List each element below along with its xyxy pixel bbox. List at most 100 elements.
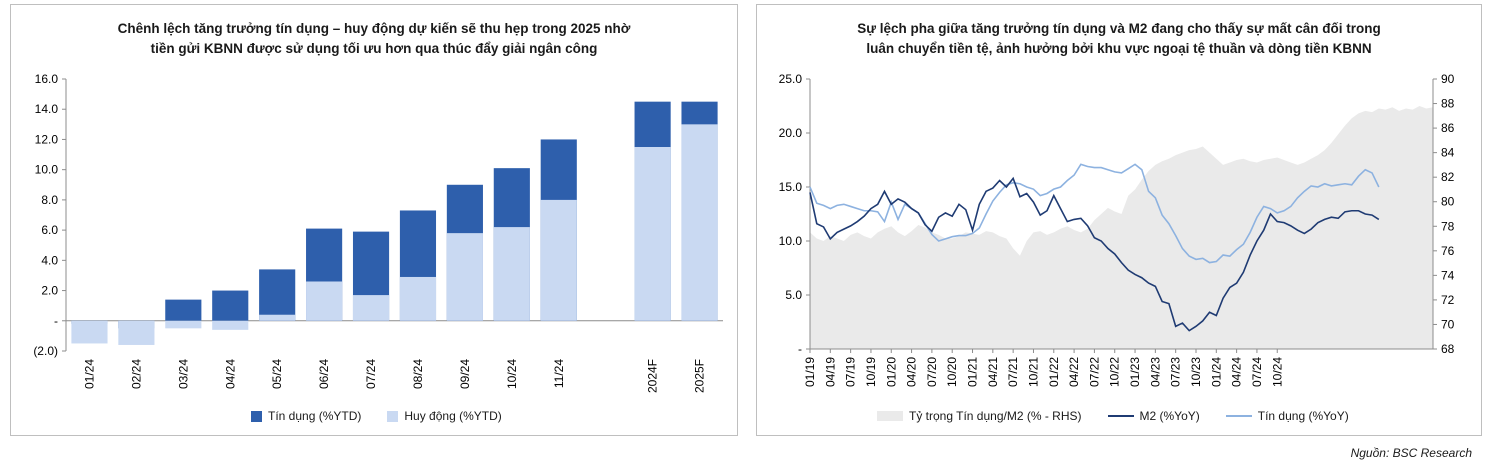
right-chart-right-tick-label: 86 (1441, 121, 1455, 135)
right-chart-x-tick-label: 07/24 (1250, 357, 1264, 387)
left-x-tick-label: 07/24 (364, 359, 378, 389)
bar-deposit-ytd (493, 227, 530, 321)
legend-item-m2: M2 (%YoY) (1107, 409, 1200, 423)
bar-credit-ytd (212, 290, 249, 321)
right-chart-right-tick-label: 78 (1441, 219, 1455, 233)
bar-deposit-ytd (71, 320, 108, 344)
left-x-tick-label: 05/24 (270, 359, 284, 389)
right-chart-panel: Sự lệch pha giữa tăng trưởng tín dụng và… (756, 4, 1482, 436)
legend-label-credit-yoy: Tín dụng (%YoY) (1257, 409, 1349, 423)
right-chart-x-tick-label: 04/23 (1148, 357, 1162, 387)
right-chart-right-tick-label: 88 (1441, 97, 1455, 111)
right-chart-right-tick-label: 70 (1441, 317, 1455, 331)
right-chart-x-tick-label: 01/22 (1047, 357, 1061, 387)
right-chart-title-line-1: Sự lệch pha giữa tăng trưởng tín dụng và… (857, 21, 1381, 36)
right-chart-right-tick-label: 72 (1441, 293, 1455, 307)
legend-item-credit-m2-ratio: Tỷ trọng Tín dụng/M2 (% - RHS) (877, 409, 1082, 423)
right-chart-x-tick-label: 04/24 (1230, 357, 1244, 387)
right-chart-title-line-2: luân chuyển tiền tệ, ảnh hưởng bởi khu v… (866, 41, 1372, 56)
left-x-tick-label: 03/24 (176, 359, 190, 389)
legend-swatch-deposit-ytd (387, 410, 399, 422)
right-chart-x-tick-label: 10/22 (1108, 357, 1122, 387)
legend-label-deposit-ytd: Huy động (%YTD) (404, 409, 502, 423)
left-y-tick-label: 4.0 (41, 253, 58, 267)
bar-deposit-ytd (540, 199, 577, 321)
right-chart-x-tick-label: 01/24 (1209, 357, 1223, 387)
left-x-tick-label: 09/24 (458, 359, 472, 389)
right-chart-left-tick-label: 15.0 (779, 180, 803, 194)
left-y-tick-label: 6.0 (41, 223, 58, 237)
legend-line-m2 (1107, 415, 1134, 417)
bar-credit-ytd (259, 269, 296, 321)
right-chart-x-tick-label: 04/21 (986, 357, 1000, 387)
left-x-tick-label: 04/24 (223, 359, 237, 389)
legend-item-credit-ytd: Tín dụng (%YTD) (251, 409, 361, 423)
source-note: Nguồn: BSC Research (1350, 446, 1472, 460)
bar-deposit-ytd (165, 320, 202, 329)
legend-swatch-credit-ytd (251, 410, 262, 422)
left-y-tick-label: - (54, 314, 58, 328)
bar-deposit-ytd (634, 147, 671, 321)
left-x-tick-label: 10/24 (505, 359, 519, 389)
right-chart-x-tick-label: 10/23 (1189, 357, 1203, 387)
right-chart-x-tick-label: 10/19 (864, 357, 878, 387)
legend-label-credit-m2-ratio: Tỷ trọng Tín dụng/M2 (% - RHS) (909, 409, 1082, 423)
left-chart-legend: Tín dụng (%YTD) Huy động (%YTD) (251, 409, 528, 423)
right-chart-x-tick-label: 01/23 (1128, 357, 1142, 387)
right-chart-x-tick-label: 10/21 (1026, 357, 1040, 387)
left-x-tick-label: 08/24 (411, 359, 425, 389)
right-chart-x-tick-label: 07/23 (1169, 357, 1183, 387)
left-chart-title-line-2: tiền gửi KBNN được sử dụng tối ưu hơn qu… (150, 41, 598, 56)
left-x-tick-label: 01/24 (82, 359, 96, 389)
line-m2-yoy (809, 176, 1380, 332)
legend-label-credit-ytd: Tín dụng (%YTD) (268, 409, 362, 423)
right-chart-left-tick-label: 5.0 (785, 288, 802, 302)
right-chart-right-tick-label: 68 (1441, 342, 1455, 356)
left-x-tick-label: 11/24 (552, 359, 566, 388)
left-chart-panel: Chênh lệch tăng trưởng tín dụng – huy độ… (10, 4, 738, 436)
right-chart-right-tick-label: 84 (1441, 146, 1455, 160)
left-y-tick-label: 14.0 (35, 102, 59, 116)
bar-deposit-ytd (118, 320, 155, 345)
left-chart-title-line-1: Chênh lệch tăng trưởng tín dụng – huy độ… (117, 21, 631, 36)
right-chart-left-tick-label: 20.0 (779, 126, 803, 140)
right-chart-right-tick-label: 76 (1441, 244, 1455, 258)
right-chart-title: Sự lệch pha giữa tăng trưởng tín dụng và… (757, 19, 1481, 59)
right-chart-left-tick-label: 10.0 (779, 234, 803, 248)
bar-deposit-ytd (212, 320, 249, 330)
legend-item-credit-yoy: Tín dụng (%YoY) (1225, 409, 1349, 423)
legend-swatch-credit-m2-ratio (877, 411, 903, 421)
bar-deposit-ytd (352, 295, 390, 321)
left-x-tick-label: 2024F (646, 359, 660, 393)
left-x-tick-label: 2025F (693, 359, 707, 393)
right-chart-x-tick-label: 04/19 (823, 357, 837, 387)
bar-deposit-ytd (681, 124, 718, 321)
legend-item-deposit-ytd: Huy động (%YTD) (387, 409, 502, 423)
area-credit-m2-ratio (810, 106, 1433, 349)
right-chart-x-tick-label: 10/20 (945, 357, 959, 387)
left-y-tick-label: (2.0) (33, 344, 58, 358)
right-chart-x-tick-label: 04/20 (905, 357, 919, 387)
right-chart-x-tick-label: 07/20 (925, 357, 939, 387)
right-chart-x-tick-label: 01/21 (966, 357, 980, 387)
bar-deposit-ytd (259, 314, 296, 321)
right-chart-right-tick-label: 74 (1441, 268, 1455, 282)
left-y-tick-label: 12.0 (35, 132, 59, 146)
right-chart-x-tick-label: 07/22 (1087, 357, 1101, 387)
right-chart-x-tick-label: 01/19 (803, 357, 817, 387)
left-y-tick-label: 16.0 (35, 72, 59, 86)
legend-line-credit-yoy (1225, 415, 1252, 417)
right-chart-right-tick-label: 90 (1441, 72, 1455, 86)
bar-deposit-ytd (399, 276, 437, 321)
left-x-tick-label: 02/24 (129, 359, 143, 389)
right-chart-x-tick-label: 01/20 (884, 357, 898, 387)
legend-label-m2: M2 (%YoY) (1139, 409, 1200, 423)
left-y-tick-label: 10.0 (35, 163, 59, 177)
left-y-tick-label: 8.0 (41, 193, 58, 207)
left-chart-title: Chênh lệch tăng trưởng tín dụng – huy độ… (11, 19, 737, 59)
right-chart-x-tick-label: 10/24 (1270, 357, 1284, 387)
right-chart-x-tick-label: 07/21 (1006, 357, 1020, 387)
bar-deposit-ytd (306, 281, 343, 321)
left-x-tick-label: 06/24 (317, 359, 331, 389)
bar-deposit-ytd (446, 233, 483, 321)
